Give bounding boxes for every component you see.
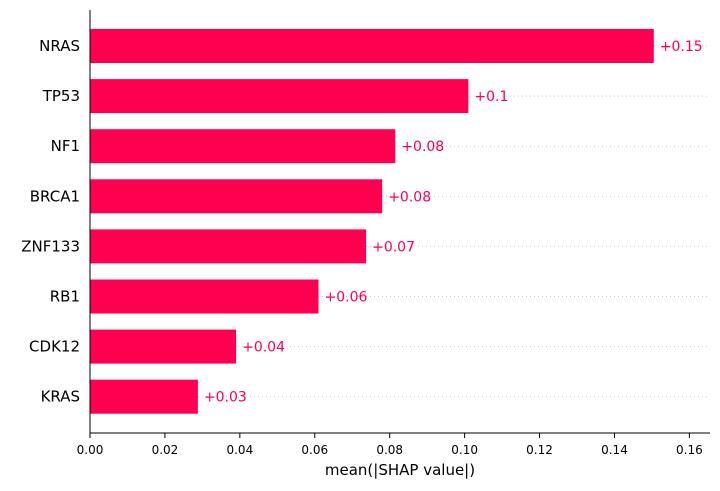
category-label: RB1 [50,288,80,306]
x-tick-label: 0.08 [376,443,403,457]
x-tick-label: 0.00 [77,443,104,457]
x-tick-label: 0.06 [301,443,328,457]
bar-rb1 [90,279,319,314]
category-label: BRCA1 [30,187,80,205]
category-label: KRAS [41,388,80,406]
x-tick-label: 0.14 [601,443,628,457]
value-label: +0.15 [660,39,703,55]
value-label: +0.06 [325,290,368,306]
bar-tp53 [90,79,469,114]
bar-kras [90,379,198,414]
bars [90,29,654,414]
x-axis-title: mean(|SHAP value|) [325,461,475,479]
category-label: NF1 [51,137,80,155]
value-label: +0.08 [388,189,431,205]
category-label: ZNF133 [21,237,80,255]
category-label: TP53 [42,87,80,105]
x-tick-label: 0.04 [226,443,253,457]
category-labels: NRAS TP53 NF1 BRCA1 ZNF133 RB1 CDK12 KRAS [21,37,80,406]
bar-nf1 [90,129,396,164]
value-labels: +0.15 +0.1 +0.08 +0.08 +0.07 +0.06 +0.04 +0.03 [204,39,703,406]
x-ticks: 0.00 0.02 0.04 0.06 0.08 0.10 0.12 0.14 0.16 [77,433,703,457]
value-label: +0.1 [474,89,508,105]
bar-nras [90,29,654,63]
bar-brca1 [90,179,383,214]
value-label: +0.04 [242,340,285,356]
value-label: +0.07 [372,239,415,255]
x-tick-label: 0.02 [152,443,179,457]
value-label: +0.03 [204,390,247,406]
x-tick-label: 0.10 [451,443,478,457]
bar-cdk12 [90,329,237,364]
bar-znf133 [90,229,367,264]
x-tick-label: 0.16 [676,443,703,457]
value-label: +0.08 [401,139,444,155]
category-label: NRAS [39,37,80,55]
category-label: CDK12 [29,338,80,356]
x-tick-label: 0.12 [526,443,553,457]
